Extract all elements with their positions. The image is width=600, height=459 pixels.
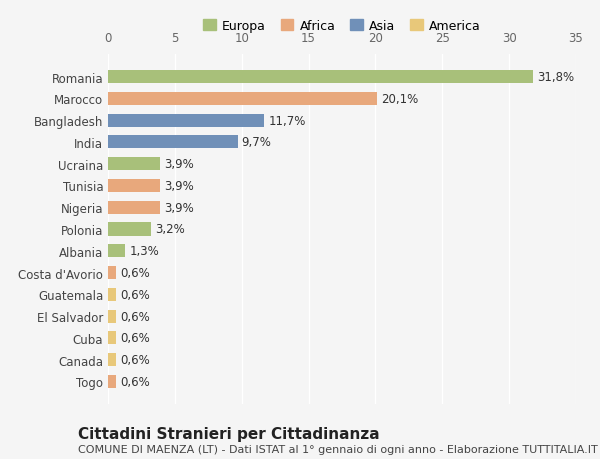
Bar [108,93,377,106]
Text: 9,7%: 9,7% [242,136,272,149]
Text: 0,6%: 0,6% [120,375,150,388]
Bar [108,266,116,280]
Text: 3,9%: 3,9% [164,202,194,214]
Text: Cittadini Stranieri per Cittadinanza: Cittadini Stranieri per Cittadinanza [78,425,380,441]
Bar [108,310,116,323]
Legend: Europa, Africa, Asia, America: Europa, Africa, Asia, America [199,16,485,36]
Text: 0,6%: 0,6% [120,353,150,366]
Text: 31,8%: 31,8% [537,71,574,84]
Text: 0,6%: 0,6% [120,310,150,323]
Bar [108,223,151,236]
Text: 3,9%: 3,9% [164,179,194,192]
Bar [108,136,238,149]
Bar [108,179,160,193]
Text: 20,1%: 20,1% [381,93,418,106]
Text: COMUNE DI MAENZA (LT) - Dati ISTAT al 1° gennaio di ogni anno - Elaborazione TUT: COMUNE DI MAENZA (LT) - Dati ISTAT al 1°… [78,444,598,454]
Text: 3,9%: 3,9% [164,158,194,171]
Bar [108,353,116,366]
Bar [108,375,116,388]
Bar [108,201,160,214]
Bar [108,71,533,84]
Text: 11,7%: 11,7% [268,114,306,128]
Text: 0,6%: 0,6% [120,288,150,301]
Bar [108,114,265,128]
Text: 1,3%: 1,3% [130,245,159,257]
Bar [108,245,125,258]
Text: 3,2%: 3,2% [155,223,185,236]
Bar [108,158,160,171]
Bar [108,288,116,301]
Text: 0,6%: 0,6% [120,267,150,280]
Text: 0,6%: 0,6% [120,331,150,345]
Bar [108,331,116,345]
